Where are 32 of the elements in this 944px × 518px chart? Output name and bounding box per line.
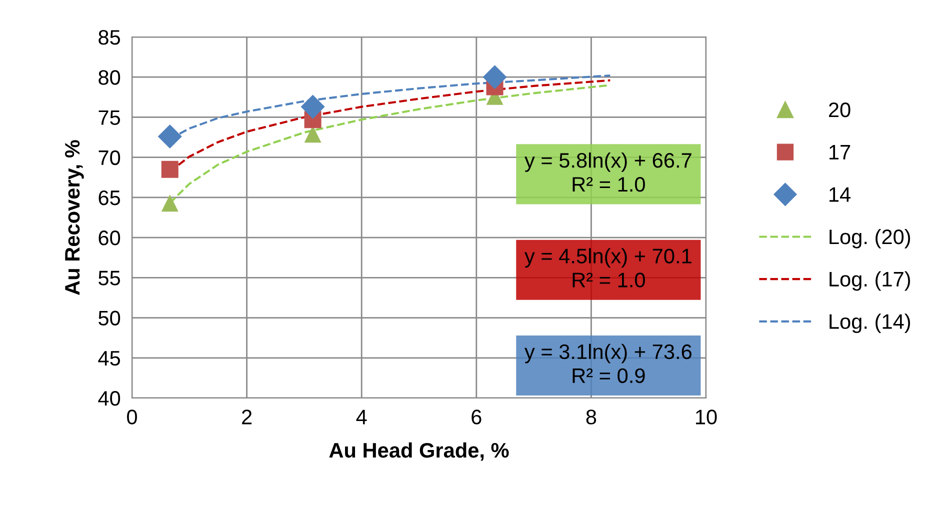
legend-label: Log. (14) xyxy=(830,314,910,334)
y-tick-label: 80 xyxy=(98,70,120,85)
y-tick-label: 50 xyxy=(98,310,120,326)
x-tick-label: 0 xyxy=(127,410,137,424)
annotation: y = 4.5ln(x) + 70.1 R² = 1.0 xyxy=(524,248,692,288)
legend-label: 17 xyxy=(830,145,850,160)
x-tick-label: 6 xyxy=(472,410,482,424)
annotation: y = 5.8ln(x) + 66.7 R² = 1.0 xyxy=(524,152,692,192)
point xyxy=(161,194,178,212)
y-tick-label: 40 xyxy=(98,391,120,406)
x-tick-label: 8 xyxy=(586,410,596,424)
point xyxy=(158,124,182,149)
y-axis-title: Au Recovery, % xyxy=(65,140,84,295)
y-tick-label: 75 xyxy=(98,110,120,125)
y-tick-label: 45 xyxy=(98,351,120,366)
y-tick-label: 60 xyxy=(98,230,120,246)
x-tick-label: 4 xyxy=(356,410,367,424)
x-tick-label: 2 xyxy=(242,410,252,424)
y-tick-label: 65 xyxy=(98,190,120,206)
point xyxy=(482,65,507,90)
y-tick-label: 70 xyxy=(98,150,120,166)
y-tick-label: 55 xyxy=(98,270,120,286)
legend-label: 14 xyxy=(830,187,851,202)
legend-label: Log. (20) xyxy=(830,228,910,248)
y-tick-label: 85 xyxy=(98,30,120,45)
x-tick-label: 10 xyxy=(696,410,717,424)
legend-label: Log. (17) xyxy=(830,271,910,291)
legend-label: 20 xyxy=(828,102,850,118)
point xyxy=(300,94,325,119)
annotation: y = 3.1ln(x) + 73.6 R² = 0.9 xyxy=(524,344,692,384)
x-axis-title: Au Head Grade, % xyxy=(329,442,509,461)
point xyxy=(161,160,178,178)
